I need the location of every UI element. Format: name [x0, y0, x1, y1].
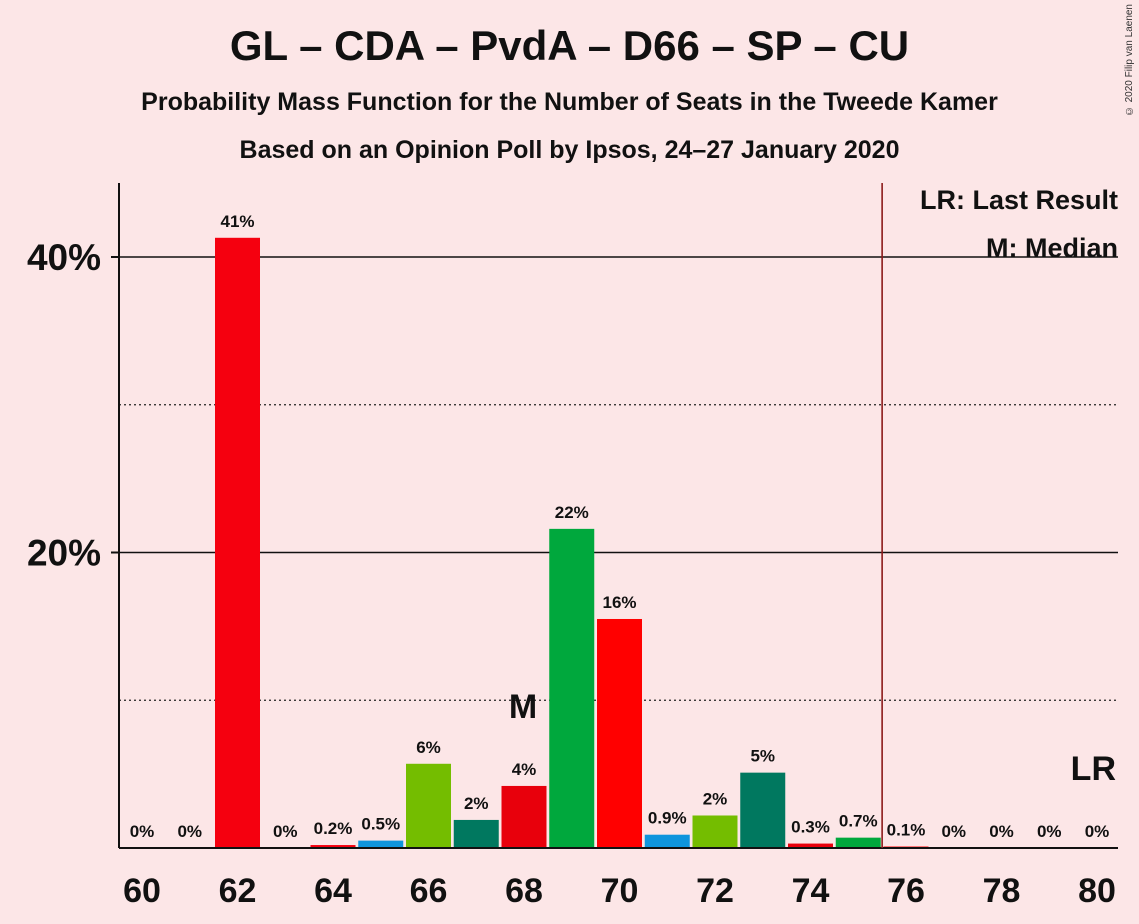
grid-lines [119, 256, 1118, 701]
bar-seat-74 [788, 843, 833, 848]
bar-seat-73 [740, 772, 786, 848]
axes-group: 20% 40% 60 62 64 66 68 70 72 74 76 78 80 LR M [27, 183, 1118, 910]
bar-value-label: 0.5% [361, 815, 400, 834]
bar-value-label: 0% [177, 822, 202, 841]
bar-seat-75 [835, 837, 881, 848]
bar-value-label: 0.3% [791, 818, 830, 837]
bar-value-label: 4% [512, 760, 537, 779]
legend-median: M: Median [986, 233, 1118, 263]
bar-value-label: 0% [1085, 822, 1110, 841]
bar-value-label: 6% [416, 738, 441, 757]
bar-seat-67 [453, 819, 499, 848]
x-tick-label: 64 [314, 872, 352, 910]
chart-title: GL – CDA – PvdA – D66 – SP – CU [229, 22, 910, 69]
bar-value-label: 0.9% [648, 809, 687, 828]
bar-seat-72 [692, 815, 738, 848]
bars-group [215, 237, 929, 849]
x-tick-label: 66 [410, 872, 448, 910]
x-tick-label: 70 [601, 872, 639, 910]
chart-subtitle: Probability Mass Function for the Number… [141, 88, 998, 116]
median-marker: M [509, 688, 537, 726]
bar-value-label: 0% [989, 822, 1014, 841]
bar-seat-66 [406, 763, 451, 848]
legend-last-result: LR: Last Result [920, 185, 1118, 215]
bar-seat-71 [644, 834, 690, 848]
bar-value-label: 0% [130, 822, 155, 841]
bar-value-label: 22% [555, 503, 589, 522]
bar-seat-62 [215, 237, 260, 849]
x-tick-label: 68 [505, 872, 543, 910]
bar-seat-64 [310, 845, 356, 848]
x-tick-label: 72 [696, 872, 734, 910]
bar-seat-65 [358, 840, 404, 848]
bar-seat-70 [597, 618, 642, 848]
bar-value-label: 16% [602, 593, 636, 612]
bar-value-label: 0% [941, 822, 966, 841]
x-tick-label: 60 [123, 872, 161, 910]
y-tick-label: 40% [27, 237, 101, 278]
bar-value-label: 0.7% [839, 812, 878, 831]
bar-seat-68 [501, 785, 547, 848]
last-result-marker: LR [1071, 750, 1116, 788]
x-tick-label: 62 [219, 872, 257, 910]
x-tick-label: 76 [887, 872, 925, 910]
bar-value-label: 0% [273, 822, 298, 841]
bar-value-label: 0% [1037, 822, 1062, 841]
bar-value-label: 2% [703, 789, 728, 808]
bar-seat-69 [549, 528, 595, 848]
bar-value-label: 0.1% [887, 821, 926, 840]
bar-labels-group: 0% 0% 41% 0% 0.2% 0.5% 6% 2% 4% 22% 16% 0.9% 2% 5% 0.3… [130, 212, 1110, 841]
y-tick-label: 20% [27, 533, 101, 574]
bar-value-label: 2% [464, 794, 489, 813]
x-tick-label: 80 [1078, 872, 1116, 910]
x-tick-label: 78 [983, 872, 1021, 910]
bar-value-label: 41% [220, 212, 254, 231]
bar-value-label: 0.2% [314, 819, 353, 838]
bar-value-label: 5% [750, 747, 775, 766]
chart-subtitle-poll: Based on an Opinion Poll by Ipsos, 24–27… [239, 136, 900, 164]
x-tick-label: 74 [792, 872, 830, 910]
